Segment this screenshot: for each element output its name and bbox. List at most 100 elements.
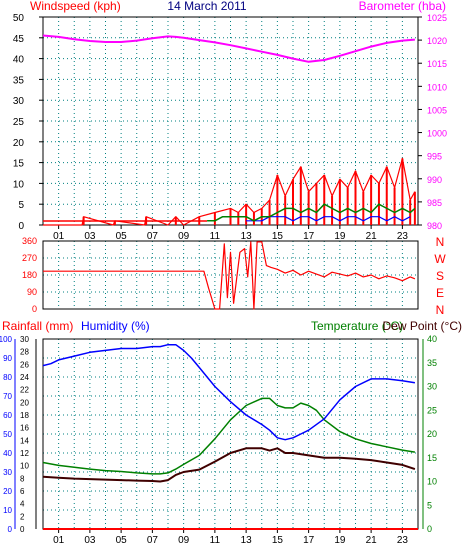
humidity-xtick-label: 21 bbox=[366, 535, 378, 546]
dewpoint-series bbox=[42, 447, 416, 483]
windspeed-tick-label: 15 bbox=[13, 159, 25, 170]
temperature-tick-label: 0 bbox=[427, 524, 432, 534]
humidity-panel: 0246810121416182022242628300102030405060… bbox=[0, 334, 437, 546]
windspeed-tick-label: 25 bbox=[13, 117, 25, 128]
humidity-tick-label: 40 bbox=[3, 449, 12, 458]
humidity-xtick-label: 19 bbox=[334, 535, 346, 546]
barometer-tick-label: 995 bbox=[427, 152, 442, 162]
rainfall-tick-label: 12 bbox=[20, 449, 29, 458]
humidity-tick-label: 0 bbox=[8, 525, 13, 534]
humidity-xtick-label: 15 bbox=[272, 535, 284, 546]
dewpoint-axis-title: Dew Point (°C) bbox=[383, 319, 462, 333]
windspeed-tick-label: 30 bbox=[13, 96, 25, 107]
temperature-tick-label: 35 bbox=[427, 358, 437, 368]
humidity-tick-label: 80 bbox=[3, 373, 12, 382]
wind-avg-series bbox=[207, 203, 416, 222]
rainfall-tick-label: 10 bbox=[20, 462, 29, 471]
humidity-xtick-label: 11 bbox=[210, 535, 221, 546]
windspeed-tick-label: 50 bbox=[13, 13, 25, 24]
compass-label: S bbox=[436, 269, 444, 283]
windspeed-tick-label: 40 bbox=[13, 55, 25, 66]
humidity-tick-label: 100 bbox=[0, 335, 13, 344]
windspeed-axis-title: Windspeed (kph) bbox=[30, 0, 121, 13]
humidity-xtick-label: 05 bbox=[116, 535, 128, 546]
humidity-xtick-label: 07 bbox=[147, 535, 159, 546]
compass-label: E bbox=[436, 286, 444, 300]
humidity-tick-label: 50 bbox=[3, 430, 12, 439]
temperature-tick-label: 25 bbox=[427, 405, 437, 415]
compass-label: W bbox=[434, 252, 446, 266]
direction-tick-label: 180 bbox=[22, 270, 37, 280]
rainfall-axis-title: Rainfall (mm) bbox=[2, 319, 73, 333]
humidity-tick-label: 60 bbox=[3, 411, 12, 420]
humidity-xtick-label: 03 bbox=[84, 535, 96, 546]
direction-tick-label: 0 bbox=[32, 304, 37, 314]
wind-xtick-label: 17 bbox=[303, 231, 315, 242]
windspeed-tick-label: 45 bbox=[13, 34, 25, 45]
barometer-tick-label: 1005 bbox=[427, 105, 447, 115]
wind-xtick-label: 07 bbox=[147, 231, 159, 242]
rainfall-tick-label: 28 bbox=[20, 348, 29, 357]
humidity-xtick-label: 09 bbox=[178, 535, 190, 546]
barometer-tick-label: 980 bbox=[427, 221, 442, 231]
temperature-tick-label: 40 bbox=[427, 334, 437, 344]
wind-gust-series bbox=[43, 157, 416, 226]
date-title: 14 March 2011 bbox=[167, 0, 246, 13]
humidity-xtick-label: 13 bbox=[241, 535, 253, 546]
direction-panel-frame bbox=[42, 240, 419, 310]
direction-tick-label: 270 bbox=[22, 253, 37, 263]
humidity-tick-label: 20 bbox=[3, 487, 12, 496]
humidity-series bbox=[42, 343, 416, 441]
barometer-tick-label: 990 bbox=[427, 175, 442, 185]
rainfall-tick-label: 22 bbox=[20, 386, 29, 395]
wind-low-series bbox=[246, 216, 411, 222]
barometer-axis-title: Barometer (hba) bbox=[359, 0, 446, 13]
rainfall-tick-label: 8 bbox=[20, 474, 25, 483]
wind-xtick-label: 09 bbox=[178, 231, 190, 242]
humidity-axis-title: Humidity (%) bbox=[81, 319, 150, 333]
barometer-tick-label: 1015 bbox=[427, 59, 447, 69]
rainfall-tick-label: 30 bbox=[20, 335, 29, 344]
temperature-tick-label: 5 bbox=[427, 500, 432, 510]
rainfall-tick-label: 26 bbox=[20, 360, 29, 369]
barometer-tick-label: 985 bbox=[427, 198, 442, 208]
compass-label: N bbox=[436, 235, 445, 249]
wind-xtick-label: 11 bbox=[210, 231, 221, 242]
humidity-tick-label: 10 bbox=[3, 506, 12, 515]
wind-xtick-label: 05 bbox=[116, 231, 128, 242]
wind-xtick-label: 21 bbox=[366, 231, 378, 242]
direction-tick-label: 360 bbox=[22, 236, 37, 246]
windspeed-tick-label: 0 bbox=[18, 221, 24, 232]
rainfall-tick-label: 14 bbox=[20, 436, 29, 445]
windspeed-tick-label: 5 bbox=[18, 200, 24, 211]
wind-xtick-label: 01 bbox=[53, 231, 65, 242]
temperature-tick-label: 15 bbox=[427, 453, 437, 463]
rainfall-tick-label: 16 bbox=[20, 424, 29, 433]
humidity-tick-label: 90 bbox=[3, 354, 12, 363]
barometer-tick-label: 1000 bbox=[427, 129, 447, 139]
wind-xtick-label: 23 bbox=[397, 231, 409, 242]
humidity-tick-label: 30 bbox=[3, 468, 12, 477]
windspeed-tick-label: 10 bbox=[13, 179, 25, 190]
rainfall-tick-label: 0 bbox=[20, 525, 25, 534]
barometer-series bbox=[42, 34, 415, 63]
windspeed-tick-label: 35 bbox=[13, 75, 25, 86]
wind-xtick-label: 03 bbox=[84, 231, 96, 242]
rainfall-tick-label: 4 bbox=[20, 500, 25, 509]
rainfall-tick-label: 2 bbox=[20, 512, 25, 521]
wind-xtick-label: 19 bbox=[334, 231, 346, 242]
compass-label: N bbox=[436, 303, 445, 317]
wind-panel: 0510152025303540455098098599099510001005… bbox=[13, 13, 447, 242]
humidity-xtick-label: 01 bbox=[53, 535, 65, 546]
barometer-tick-label: 1020 bbox=[427, 36, 447, 46]
direction-tick-label: 90 bbox=[27, 287, 37, 297]
temperature-tick-label: 10 bbox=[427, 477, 437, 487]
temperature-axis-title: Temperature (°C) bbox=[311, 319, 403, 333]
temperature-series bbox=[42, 397, 416, 475]
wind-xtick-label: 13 bbox=[241, 231, 253, 242]
rainfall-tick-label: 20 bbox=[20, 398, 29, 407]
wind-direction-series bbox=[43, 241, 416, 310]
